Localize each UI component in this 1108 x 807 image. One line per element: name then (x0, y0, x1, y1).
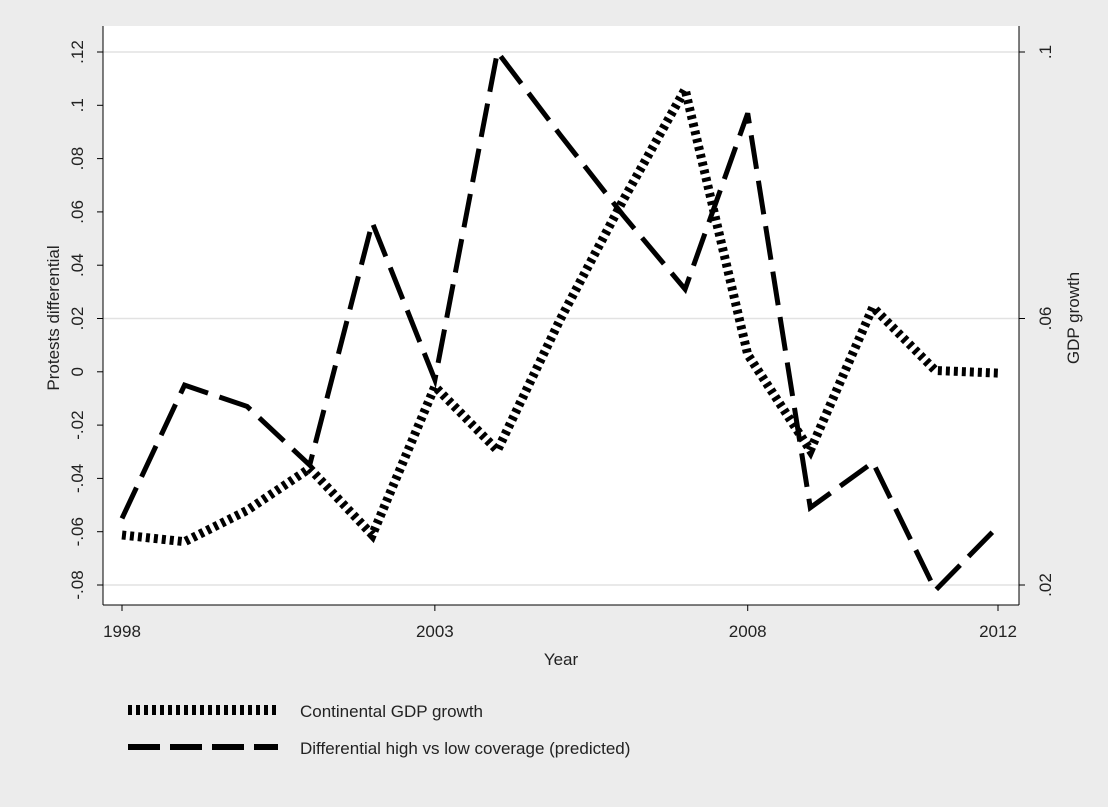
y-tick-label-5: .02 (68, 307, 87, 331)
x-tick-label-2: 2008 (729, 622, 767, 641)
y-tick-label-9: .1 (68, 98, 87, 112)
y2-tick-label-0: .02 (1036, 573, 1055, 597)
y-tick-label-3: -.02 (68, 410, 87, 439)
legend-label-differential: Differential high vs low coverage (predi… (300, 739, 630, 758)
y-tick-label-10: .12 (68, 40, 87, 64)
series-lines (119, 46, 1000, 595)
y-tick-label-0: -.08 (68, 570, 87, 599)
x-tick-label-3: 2012 (979, 622, 1017, 641)
legend-label-gdp: Continental GDP growth (300, 702, 483, 721)
y-tick-label-1: -.06 (68, 517, 87, 546)
y-axis-label-right: GDP growth (1064, 272, 1083, 364)
y-tick-label-7: .06 (68, 200, 87, 224)
y2-tick-label-2: .1 (1036, 45, 1055, 59)
y-axis-label-left: Protests differential (44, 245, 63, 390)
axes (102, 26, 1020, 606)
y-tick-label-8: .08 (68, 147, 87, 171)
y-tick-label-4: 0 (68, 367, 87, 376)
y-tick-label-2: -.04 (68, 464, 87, 493)
x-axis-label: Year (544, 650, 579, 669)
y2-tick-label-1: .06 (1036, 307, 1055, 331)
x-tick-label-0: 1998 (103, 622, 141, 641)
y-tick-label-6: .04 (68, 253, 87, 277)
x-tick-label-1: 2003 (416, 622, 454, 641)
tick-marks-and-labels: -.08 -.06 -.04 -.02 0 .02 .04 .06 .08 .1 .12 .02 .06… (68, 40, 1055, 641)
legend: Continental GDP growth Differential high… (128, 702, 630, 758)
series-line-gdp-growth (121, 76, 999, 547)
series-line-differential (119, 46, 1000, 595)
